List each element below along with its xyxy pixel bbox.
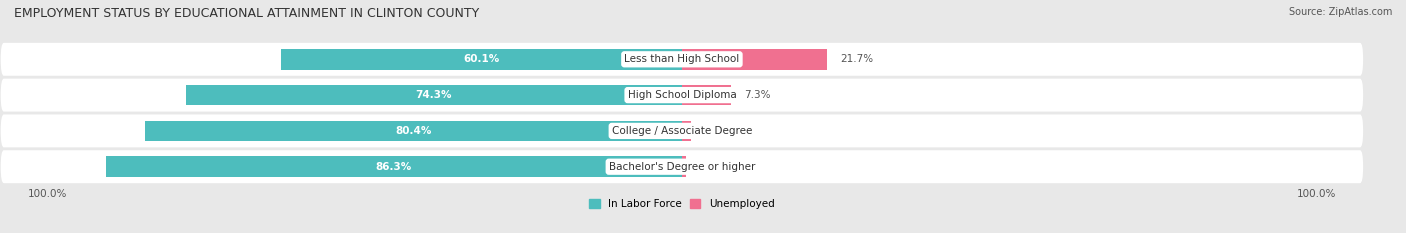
Bar (145, 120, 682, 141)
Bar (281, 49, 682, 70)
Text: College / Associate Degree: College / Associate Degree (612, 126, 752, 136)
Text: 0.6%: 0.6% (699, 162, 725, 172)
FancyBboxPatch shape (0, 114, 1364, 147)
Text: 1.4%: 1.4% (704, 126, 731, 136)
Bar (105, 156, 682, 177)
Text: High School Diploma: High School Diploma (627, 90, 737, 100)
FancyBboxPatch shape (0, 150, 1364, 183)
Text: 100.0%: 100.0% (1296, 189, 1336, 199)
Text: 74.3%: 74.3% (416, 90, 453, 100)
Bar (186, 85, 682, 106)
Text: Source: ZipAtlas.com: Source: ZipAtlas.com (1288, 7, 1392, 17)
Text: 80.4%: 80.4% (395, 126, 432, 136)
Text: EMPLOYMENT STATUS BY EDUCATIONAL ATTAINMENT IN CLINTON COUNTY: EMPLOYMENT STATUS BY EDUCATIONAL ATTAINM… (14, 7, 479, 20)
FancyBboxPatch shape (0, 79, 1364, 112)
Text: Bachelor's Degree or higher: Bachelor's Degree or higher (609, 162, 755, 172)
Text: 21.7%: 21.7% (841, 54, 873, 64)
Legend: In Labor Force, Unemployed: In Labor Force, Unemployed (585, 195, 779, 213)
Text: 100.0%: 100.0% (28, 189, 67, 199)
Bar (682, 120, 692, 141)
Bar (682, 85, 731, 106)
Text: 7.3%: 7.3% (744, 90, 770, 100)
Text: 86.3%: 86.3% (375, 162, 412, 172)
FancyBboxPatch shape (0, 43, 1364, 76)
Bar (682, 156, 686, 177)
Bar (682, 49, 827, 70)
Text: Less than High School: Less than High School (624, 54, 740, 64)
Text: 60.1%: 60.1% (463, 54, 499, 64)
